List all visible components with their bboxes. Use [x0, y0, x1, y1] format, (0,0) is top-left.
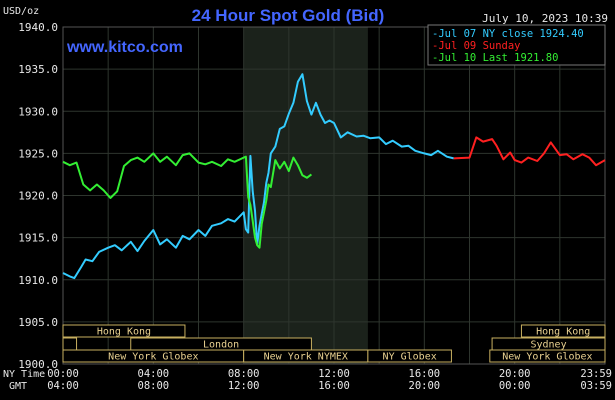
session-label: Sydney — [530, 340, 566, 351]
legend-entry: -Jul 09 Sunday — [432, 40, 521, 52]
x-tick-ny: 23:59 — [580, 368, 612, 380]
legend-box — [427, 24, 606, 66]
session-bar — [367, 349, 452, 363]
y-tick-label: 1930.0 — [18, 105, 58, 118]
y-tick-label: 1920.0 — [18, 190, 58, 203]
y-tick-label: 1925.0 — [18, 147, 58, 160]
session-label: Hong Kong — [536, 327, 590, 338]
y-tick-label: 1910.0 — [18, 274, 58, 287]
x-tick-ny: 20:00 — [499, 368, 531, 380]
x-tick-gmt: 03:59 — [580, 380, 612, 392]
y-tick-label: 1935.0 — [18, 63, 58, 76]
legend: -Jul 07 NY close 1924.40-Jul 09 Sunday-J… — [427, 24, 606, 66]
x-tick-ny: 16:00 — [409, 368, 441, 380]
session-label: London — [203, 340, 239, 351]
y-tick-label: 1905.0 — [18, 316, 58, 329]
x-tick-ny: 08:00 — [228, 368, 260, 380]
y-tick-label: 1915.0 — [18, 232, 58, 245]
session-label: New York NYMEX — [264, 352, 348, 363]
x-tick-gmt: 00:00 — [499, 380, 531, 392]
x-tick-ny: 12:00 — [318, 368, 350, 380]
x-tick-gmt: 04:00 — [47, 380, 79, 392]
session-label: New York Globex — [502, 352, 592, 363]
gridlines — [62, 26, 606, 365]
y-tick-label: 1900.0 — [18, 358, 58, 371]
plot-frame — [62, 26, 606, 365]
session-bar — [62, 337, 78, 351]
series-line — [62, 152, 313, 249]
legend-entry: -Jul 10 Last 1921.80 — [432, 52, 558, 64]
session-bar — [520, 324, 606, 338]
y-tick-label: 1940.0 — [18, 21, 58, 34]
x-tick-gmt: 16:00 — [318, 380, 350, 392]
chart-title: 24 Hour Spot Gold (Bid) — [192, 6, 385, 25]
x-tick-gmt: 12:00 — [228, 380, 260, 392]
legend-entry: -Jul 07 NY close 1924.40 — [432, 28, 584, 40]
session-label: New York Globex — [108, 352, 198, 363]
x-tick-gmt: 20:00 — [409, 380, 441, 392]
x-tick-ny: 04:00 — [138, 368, 170, 380]
price-series — [62, 73, 606, 280]
series-line — [62, 73, 454, 280]
session-bar — [62, 324, 186, 338]
gmt-label: GMT — [9, 381, 27, 392]
session-label: NY Globex — [383, 352, 437, 363]
x-tick-ny: 00:00 — [47, 368, 79, 380]
y-axis-unit: USD/oz — [3, 6, 39, 17]
site-url: www.kitco.com — [66, 39, 183, 56]
ny-time-label: NY Time — [3, 369, 45, 380]
series-line — [453, 136, 606, 167]
session-label: Hong Kong — [97, 327, 151, 338]
chart-timestamp: July 10, 2023 10:39 — [482, 12, 608, 25]
axes: 1940.0 1935.0 1930.0 1925.0 1920.0 1915.0 1910… — [18, 21, 612, 392]
x-tick-gmt: 08:00 — [138, 380, 170, 392]
session-bar — [489, 349, 606, 363]
